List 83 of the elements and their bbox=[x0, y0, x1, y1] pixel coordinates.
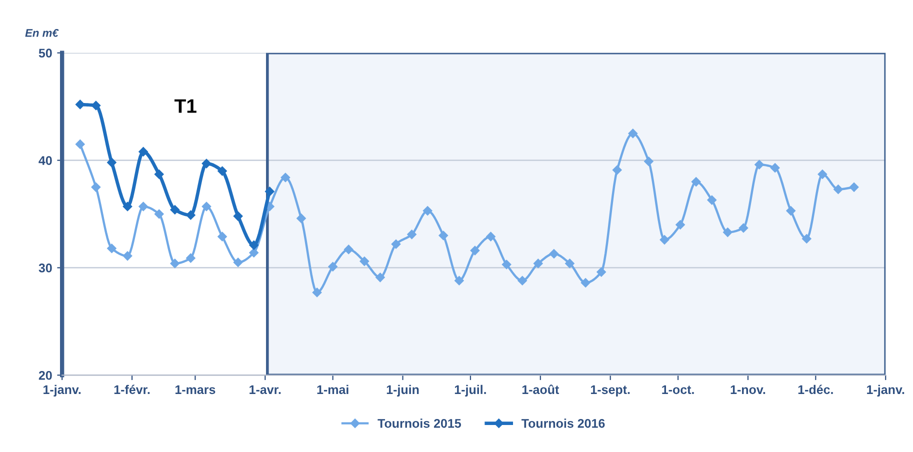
legend-label: Tournois 2015 bbox=[378, 418, 462, 428]
point bbox=[107, 244, 116, 254]
point bbox=[644, 156, 654, 166]
x-tick-label: 1-juin bbox=[386, 384, 419, 397]
point bbox=[202, 158, 212, 168]
point bbox=[834, 184, 843, 194]
point bbox=[502, 260, 512, 270]
point bbox=[738, 223, 748, 233]
point bbox=[391, 239, 401, 249]
point bbox=[218, 166, 227, 176]
point bbox=[202, 202, 212, 212]
point bbox=[328, 262, 338, 272]
point bbox=[802, 234, 812, 244]
x-tick-label: 1-déc. bbox=[798, 384, 833, 394]
x-tick-label: 1-avr. bbox=[250, 385, 281, 394]
point bbox=[107, 158, 116, 168]
point bbox=[122, 202, 132, 212]
point bbox=[265, 186, 274, 196]
point bbox=[549, 249, 559, 258]
point bbox=[565, 258, 574, 268]
point bbox=[249, 248, 258, 258]
point bbox=[676, 220, 685, 230]
y-axis-title: En m€ bbox=[25, 29, 59, 37]
y-tick-label: 20 bbox=[38, 370, 52, 380]
point bbox=[580, 278, 590, 288]
x-tick-label: 1-juil. bbox=[454, 384, 486, 397]
point bbox=[122, 251, 132, 261]
x-tick-label: 1-nov. bbox=[730, 385, 766, 394]
x-tick-label: 1-janv. bbox=[44, 384, 81, 397]
point bbox=[233, 212, 243, 221]
point bbox=[154, 209, 164, 219]
point bbox=[360, 256, 370, 266]
point bbox=[249, 240, 258, 250]
point bbox=[612, 165, 622, 175]
x-tick-label: 1-mai bbox=[317, 384, 348, 394]
point bbox=[296, 214, 306, 223]
point bbox=[76, 100, 85, 110]
point bbox=[76, 140, 85, 149]
point bbox=[518, 276, 527, 286]
point bbox=[770, 163, 780, 172]
legend-label: Tournois 2016 bbox=[521, 418, 605, 428]
point bbox=[91, 100, 101, 110]
x-tick-label: 1-janv. bbox=[867, 384, 904, 397]
point bbox=[660, 235, 670, 244]
point bbox=[186, 210, 196, 220]
point bbox=[344, 244, 354, 254]
x-tick-label: 1-sept. bbox=[590, 385, 630, 397]
point bbox=[786, 206, 796, 216]
y-tick-label: 40 bbox=[38, 156, 52, 165]
point bbox=[218, 232, 227, 242]
point bbox=[91, 182, 101, 192]
point bbox=[486, 232, 496, 242]
point bbox=[818, 170, 828, 179]
point bbox=[138, 147, 148, 156]
annotation: T1 bbox=[174, 99, 196, 113]
x-tick-label: 1-oct. bbox=[662, 385, 694, 394]
point bbox=[723, 228, 732, 237]
point bbox=[186, 253, 196, 263]
point bbox=[628, 128, 638, 138]
point bbox=[280, 172, 290, 182]
point bbox=[154, 170, 164, 179]
point bbox=[312, 288, 322, 298]
point bbox=[754, 160, 764, 170]
point bbox=[707, 195, 717, 205]
point bbox=[534, 258, 543, 268]
y-tick-label: 30 bbox=[38, 264, 52, 272]
point bbox=[138, 202, 148, 212]
y-tick-label: 50 bbox=[38, 48, 52, 58]
x-tick-label: 1-mars bbox=[175, 385, 216, 394]
x-tick-label: 1-août bbox=[522, 384, 560, 394]
point bbox=[170, 258, 180, 268]
point bbox=[407, 230, 416, 240]
point bbox=[422, 206, 432, 216]
point bbox=[170, 205, 180, 214]
point bbox=[454, 276, 464, 286]
point bbox=[438, 230, 448, 240]
point bbox=[691, 177, 701, 186]
point bbox=[849, 182, 859, 192]
point bbox=[596, 267, 606, 277]
point bbox=[376, 272, 385, 282]
x-tick-label: 1-févr. bbox=[114, 384, 150, 394]
point bbox=[233, 258, 243, 267]
point bbox=[470, 246, 480, 256]
